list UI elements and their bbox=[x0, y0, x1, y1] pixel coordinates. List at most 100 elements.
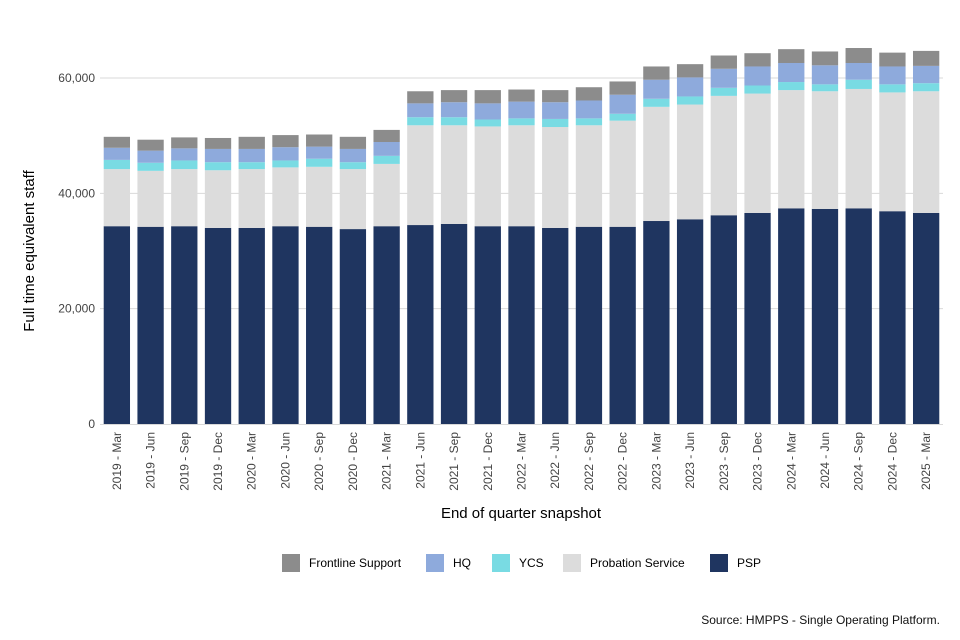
y-tick-label: 60,000 bbox=[58, 71, 95, 85]
bar-stack bbox=[845, 48, 872, 424]
bar-segment-psp bbox=[643, 221, 670, 424]
bar-segment-hq bbox=[845, 63, 872, 80]
bar-segment-hq bbox=[609, 94, 636, 114]
bar-segment-psp bbox=[440, 223, 468, 424]
bar-segment-probation-service bbox=[103, 169, 131, 227]
bar-segment-probation-service bbox=[676, 104, 704, 220]
bar-segment-ycs bbox=[171, 160, 198, 170]
x-tick-label: 2023 - Jun bbox=[683, 432, 697, 489]
bar-segment-probation-service bbox=[474, 126, 501, 227]
x-tick-label: 2020 - Sep bbox=[312, 432, 326, 491]
bar-segment-hq bbox=[744, 66, 771, 86]
bar-segment-hq bbox=[272, 147, 299, 161]
bar-segment-hq bbox=[306, 146, 333, 159]
x-tick-label: 2022 - Dec bbox=[616, 432, 630, 491]
bar-stack bbox=[508, 89, 535, 424]
bar-segment-frontline-support bbox=[474, 90, 501, 104]
legend-item: HQ bbox=[426, 554, 471, 572]
bar-segment-probation-service bbox=[407, 125, 434, 226]
bar-segment-probation-service bbox=[811, 91, 839, 209]
x-tick-label: 2024 - Sep bbox=[852, 432, 866, 491]
bar-segment-probation-service bbox=[744, 93, 771, 213]
y-tick-label: 40,000 bbox=[58, 186, 95, 200]
bar-stack bbox=[407, 91, 434, 424]
x-tick-label: 2020 - Mar bbox=[245, 432, 259, 490]
bar-stack bbox=[710, 55, 737, 424]
bar-stack bbox=[306, 134, 333, 424]
bar-stack bbox=[811, 51, 839, 424]
bar-segment-hq bbox=[440, 102, 468, 118]
legend-swatch bbox=[563, 554, 581, 572]
bar-segment-ycs bbox=[238, 162, 265, 170]
bar-segment-hq bbox=[103, 147, 131, 160]
x-tick-label: 2021 - Dec bbox=[481, 432, 495, 491]
bar-segment-ycs bbox=[440, 117, 468, 126]
bar-segment-frontline-support bbox=[171, 137, 198, 149]
bar-stack bbox=[778, 49, 805, 424]
bar-segment-probation-service bbox=[238, 169, 265, 228]
bar-stack bbox=[103, 136, 131, 424]
bar-segment-psp bbox=[676, 219, 704, 424]
bar-segment-psp bbox=[474, 226, 501, 424]
bar-segment-ycs bbox=[137, 162, 164, 171]
bar-segment-ycs bbox=[542, 118, 569, 128]
bar-segment-hq bbox=[710, 68, 737, 88]
bar-segment-hq bbox=[778, 63, 805, 83]
bar-segment-ycs bbox=[609, 113, 636, 121]
bar-segment-psp bbox=[407, 225, 434, 424]
bar-segment-hq bbox=[204, 148, 232, 163]
bar-segment-psp bbox=[171, 226, 198, 424]
bar-stack bbox=[272, 135, 299, 424]
bar-segment-psp bbox=[811, 208, 839, 424]
bar-segment-probation-service bbox=[778, 90, 805, 209]
x-tick-label: 2024 - Mar bbox=[784, 432, 798, 490]
bar-stack bbox=[643, 66, 670, 424]
x-tick-label: 2021 - Sep bbox=[447, 432, 461, 491]
bar-segment-ycs bbox=[373, 155, 400, 164]
bar-segment-psp bbox=[575, 226, 603, 424]
bar-segment-ycs bbox=[204, 162, 232, 171]
bar-segment-ycs bbox=[912, 83, 940, 92]
bar-segment-frontline-support bbox=[373, 129, 400, 143]
bar-segment-frontline-support bbox=[643, 66, 670, 80]
x-tick-label: 2024 - Jun bbox=[818, 432, 832, 489]
bar-segment-hq bbox=[575, 100, 603, 119]
bar-segment-probation-service bbox=[710, 95, 737, 216]
bar-segment-psp bbox=[912, 212, 940, 424]
bar-stack bbox=[171, 137, 198, 424]
bar-segment-hq bbox=[137, 150, 164, 163]
bar-segment-probation-service bbox=[306, 166, 333, 227]
bar-segment-ycs bbox=[474, 119, 501, 127]
y-axis-tick-labels: 0 20,000 40,000 60,000 bbox=[58, 71, 95, 431]
bar-segment-probation-service bbox=[845, 88, 872, 209]
bar-segment-probation-service bbox=[912, 91, 940, 213]
x-tick-label: 2023 - Dec bbox=[751, 432, 765, 491]
bar-segment-probation-service bbox=[440, 125, 468, 224]
bar-segment-frontline-support bbox=[676, 64, 704, 78]
bar-stack bbox=[137, 139, 164, 424]
x-tick-label: 2021 - Jun bbox=[413, 432, 427, 489]
legend-label: Probation Service bbox=[590, 556, 685, 570]
bar-segment-hq bbox=[474, 103, 501, 120]
bars bbox=[103, 48, 940, 424]
legend-swatch bbox=[282, 554, 300, 572]
x-axis-title: End of quarter snapshot bbox=[441, 505, 602, 522]
bar-segment-hq bbox=[643, 79, 670, 99]
bar-segment-hq bbox=[171, 148, 198, 161]
y-axis-title: Full time equivalent staff bbox=[21, 169, 38, 331]
bar-segment-frontline-support bbox=[710, 55, 737, 69]
x-tick-label: 2022 - Mar bbox=[515, 432, 529, 490]
bar-segment-probation-service bbox=[272, 167, 299, 227]
bar-segment-probation-service bbox=[137, 170, 164, 227]
bar-segment-hq bbox=[373, 142, 400, 156]
bar-segment-psp bbox=[542, 227, 569, 424]
bar-stack bbox=[744, 53, 771, 424]
x-tick-label: 2025 - Mar bbox=[919, 432, 933, 490]
bar-stack bbox=[676, 64, 704, 424]
bar-segment-ycs bbox=[845, 79, 872, 89]
bar-segment-frontline-support bbox=[542, 90, 569, 103]
bar-segment-frontline-support bbox=[339, 136, 367, 149]
bar-segment-ycs bbox=[710, 87, 737, 96]
bar-segment-psp bbox=[879, 211, 906, 424]
